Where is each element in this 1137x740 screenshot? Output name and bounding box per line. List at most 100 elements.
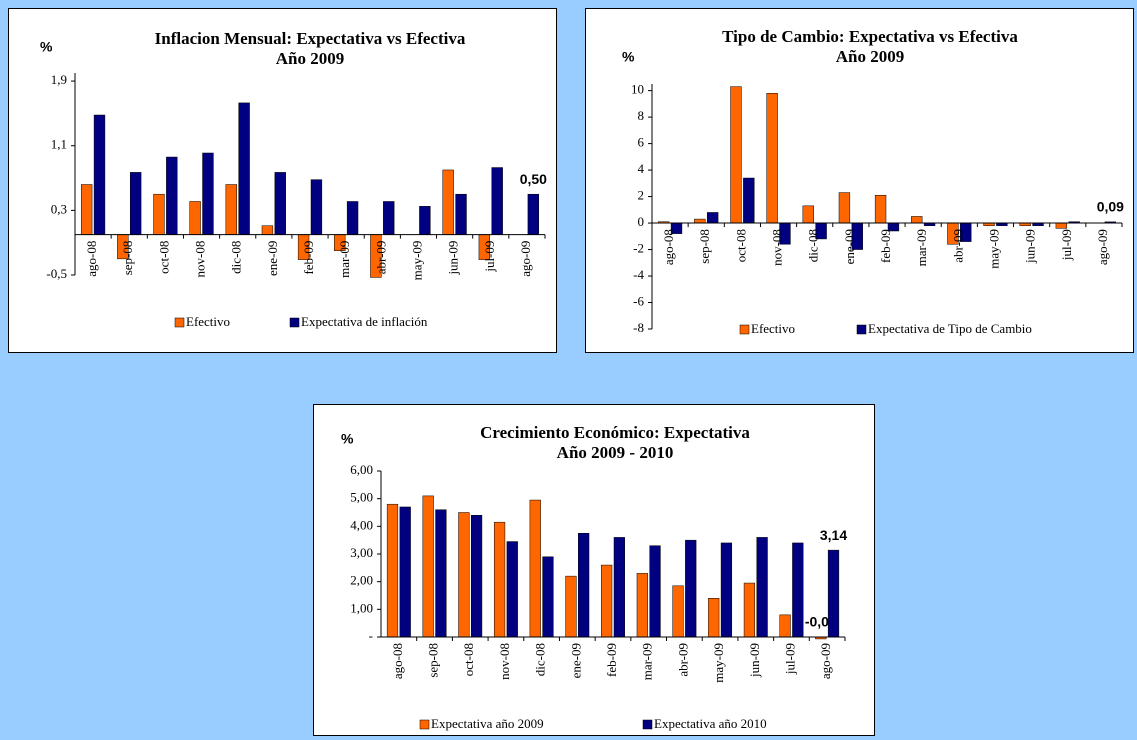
bar: [527, 193, 540, 235]
legend-swatch: [289, 317, 300, 328]
bar: [202, 152, 214, 235]
legend-label: Efectivo: [186, 314, 230, 329]
x-tick-label: ago-08: [661, 229, 676, 265]
y-tick-label: 4,00: [350, 517, 373, 532]
bar: [506, 541, 518, 638]
x-tick-label: ago-09: [818, 643, 833, 679]
legend-label: Expectativa año 2010: [654, 716, 767, 731]
x-tick-label: oct-08: [733, 229, 748, 262]
bar: [261, 225, 274, 235]
legend-label: Expectativa de inflación: [301, 314, 428, 329]
bar: [491, 167, 503, 235]
bar: [238, 102, 250, 235]
bar: [636, 573, 648, 638]
bar: [708, 598, 720, 638]
bar: [672, 585, 684, 638]
y-tick-label: 0: [638, 214, 645, 229]
chart-title: Tipo de Cambio: Expectativa vs Efectiva: [722, 27, 1018, 46]
bar: [189, 201, 201, 235]
value-label: 0,09: [1097, 199, 1124, 215]
bar: [386, 503, 399, 638]
bar: [129, 172, 142, 235]
y-tick-label: -: [369, 628, 373, 643]
y-tick-label: 3,00: [350, 545, 373, 560]
bar: [422, 495, 434, 638]
y-tick-label: 2: [638, 188, 645, 203]
bar: [470, 515, 483, 638]
x-tick-label: oct-08: [461, 643, 476, 676]
y-tick-label: -6: [633, 293, 644, 308]
bar: [827, 549, 840, 638]
bar: [399, 506, 411, 638]
bar: [80, 184, 93, 235]
y-tick-label: -0,5: [46, 266, 67, 281]
x-tick-label: dic-08: [229, 241, 244, 274]
value-label: 0,50: [520, 171, 547, 187]
x-tick-label: jul-09: [782, 643, 797, 675]
x-tick-label: ago-08: [84, 241, 99, 277]
y-axis-label: %: [341, 431, 354, 447]
bar: [93, 114, 106, 235]
bar: [225, 184, 237, 235]
bar: [779, 614, 791, 638]
x-tick-label: jul-09: [482, 241, 497, 273]
x-tick-label: sep-08: [120, 241, 135, 276]
bar: [766, 93, 778, 224]
y-tick-label: 1,00: [350, 600, 373, 615]
x-tick-label: abr-09: [950, 229, 965, 263]
x-tick-label: ago-09: [1095, 229, 1110, 265]
legend-swatch: [856, 324, 867, 335]
x-tick-label: mar-09: [337, 241, 352, 278]
x-tick-label: may-09: [409, 241, 424, 281]
value-label: 3,14: [820, 527, 847, 543]
x-tick-label: dic-08: [533, 643, 548, 676]
bar: [383, 201, 395, 235]
y-tick-label: 8: [638, 108, 645, 123]
legend-label: Expectativa año 2009: [431, 716, 544, 731]
bar: [743, 582, 756, 638]
x-tick-label: nov-08: [497, 643, 512, 680]
bar: [802, 205, 814, 224]
x-tick-label: mar-09: [914, 229, 929, 266]
x-tick-label: feb-09: [604, 643, 619, 677]
x-tick-label: abr-09: [373, 241, 388, 275]
bar: [601, 564, 613, 638]
bar: [435, 509, 447, 638]
x-tick-label: jun-09: [1023, 229, 1038, 264]
bar: [455, 193, 467, 235]
x-tick-label: may-09: [711, 643, 726, 683]
chart-subtitle: Año 2009: [276, 49, 344, 68]
y-tick-label: -2: [633, 241, 644, 256]
bar: [153, 193, 165, 235]
bar: [274, 172, 286, 235]
bar: [743, 177, 755, 224]
bar: [911, 216, 923, 224]
bar: [730, 86, 742, 224]
y-tick-label: 1,9: [51, 72, 67, 87]
panel: [585, 8, 1134, 353]
y-axis-label: %: [622, 49, 635, 65]
x-tick-label: nov-08: [193, 241, 208, 278]
bar: [613, 537, 625, 638]
x-tick-label: ene-09: [842, 229, 857, 264]
x-tick-label: nov-08: [770, 229, 785, 266]
x-tick-label: jul-09: [1059, 229, 1074, 261]
bar: [792, 542, 804, 638]
x-tick-label: jun-09: [747, 643, 762, 678]
bar: [578, 533, 590, 638]
legend-label: Expectativa de Tipo de Cambio: [868, 321, 1032, 336]
y-tick-label: 4: [638, 161, 645, 176]
bar: [720, 542, 733, 638]
bar: [442, 169, 454, 235]
bar: [542, 556, 554, 638]
legend-swatch: [739, 324, 750, 335]
y-tick-label: -4: [633, 267, 644, 282]
chart-subtitle: Año 2009 - 2010: [557, 443, 674, 462]
x-tick-label: ago-09: [518, 241, 533, 277]
chart-subtitle: Año 2009: [836, 47, 904, 66]
y-tick-label: 1,1: [51, 137, 67, 152]
y-tick-label: -8: [633, 320, 644, 335]
bar: [310, 179, 323, 235]
y-tick-label: 0,3: [51, 201, 67, 216]
